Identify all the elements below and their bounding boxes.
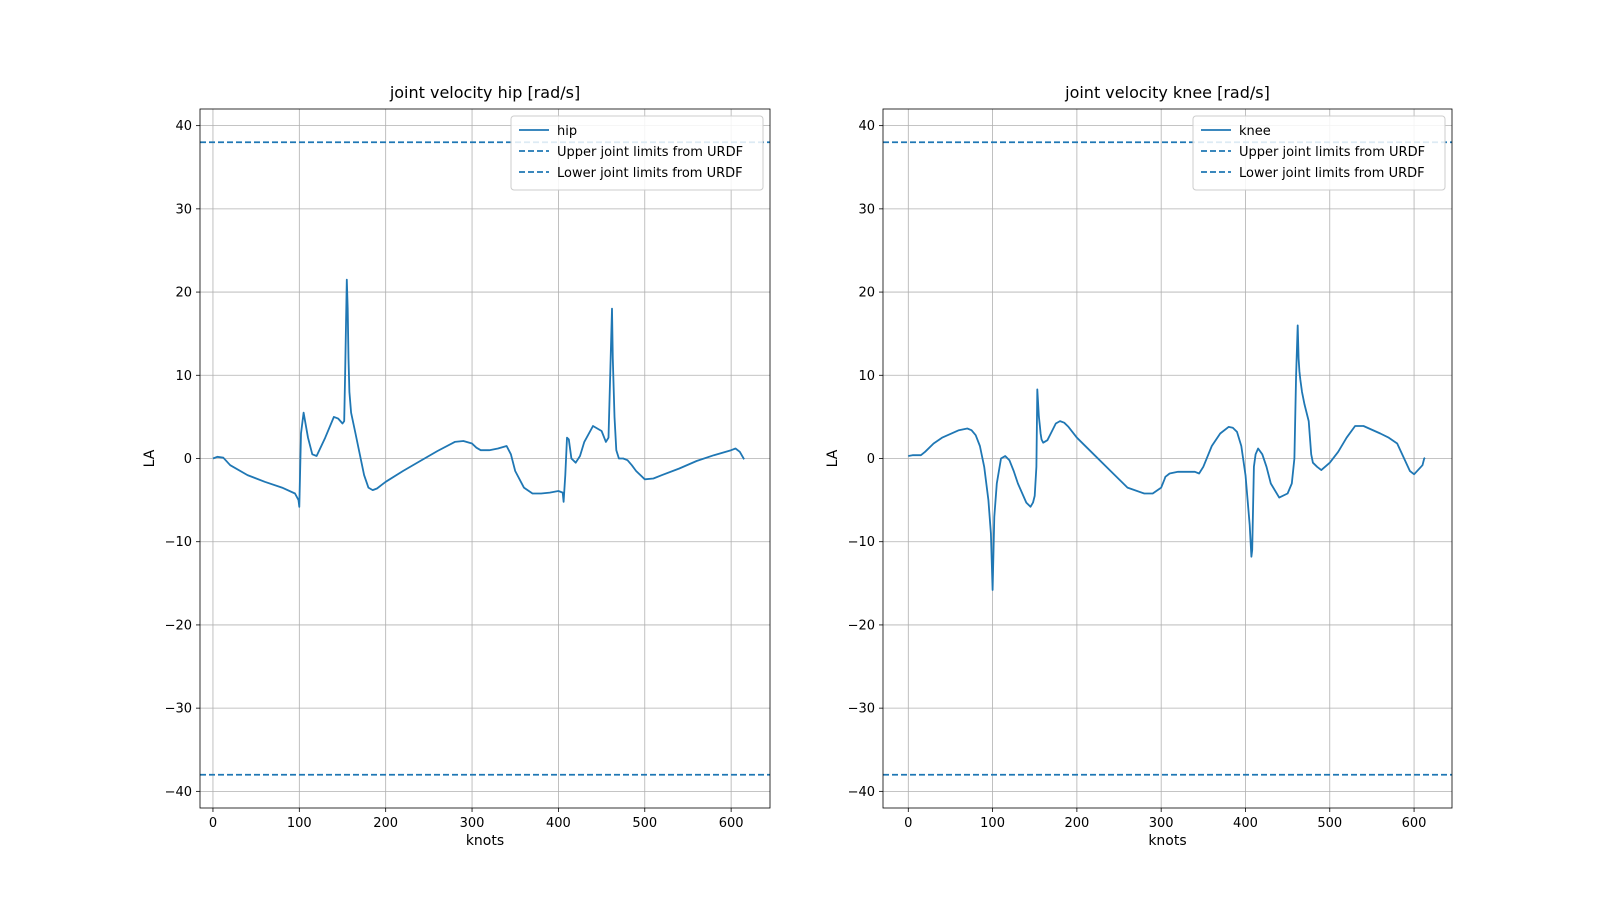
y-tick-label: 40 (175, 119, 192, 134)
chart-panel-1: 0 100 200 300 400 500 600 −40 −30 −20 −10 0 10 20 30 40… (142, 83, 771, 849)
y-tick-label: −10 (848, 535, 875, 550)
x-axis-label: knots (466, 833, 504, 849)
x-tick-label: 200 (1064, 816, 1089, 831)
chart-title: joint velocity hip [rad/s] (389, 83, 580, 102)
x-tick-label: 200 (373, 816, 398, 831)
chart-title: joint velocity knee [rad/s] (1064, 83, 1270, 102)
y-tick-label: −20 (165, 618, 192, 633)
x-tick-label: 300 (460, 816, 485, 831)
legend-label: hip (557, 124, 577, 139)
y-tick-label: 40 (858, 119, 875, 134)
y-tick-label: 10 (858, 369, 875, 384)
legend: hip Upper joint limits from URDF Lower joi… (510, 115, 764, 191)
x-tick-label: 600 (1402, 816, 1427, 831)
grid (200, 109, 770, 808)
legend-box (1192, 115, 1446, 191)
x-tick-label: 0 (904, 816, 912, 831)
y-tick-label: 30 (175, 202, 192, 217)
x-tick-label: 500 (632, 816, 657, 831)
y-tick-label: 0 (184, 452, 192, 467)
y-tick-label: 20 (175, 286, 192, 301)
grid (883, 109, 1452, 808)
legend: knee Upper joint limits from URDF Lower jo… (1192, 115, 1446, 191)
y-tick-label: −40 (165, 785, 192, 800)
series-line-hip (212, 278, 745, 508)
ticks: 0 100 200 300 400 500 600 −40 −30 −20 −10 0 10 20 30 40 (165, 119, 744, 831)
legend-label: knee (1239, 124, 1271, 139)
x-tick-label: 100 (980, 816, 1005, 831)
x-tick-label: 500 (1317, 816, 1342, 831)
y-axis-label: LA (825, 449, 841, 467)
y-tick-label: 0 (867, 452, 875, 467)
y-tick-label: 10 (175, 369, 192, 384)
legend-label: Lower joint limits from URDF (1239, 166, 1425, 181)
y-tick-label: −40 (848, 785, 875, 800)
x-axis-label: knots (1148, 833, 1186, 849)
y-tick-label: −30 (165, 702, 192, 717)
legend-label: Upper joint limits from URDF (557, 145, 743, 160)
x-tick-label: 0 (209, 816, 217, 831)
y-tick-label: −10 (165, 535, 192, 550)
y-tick-label: 20 (858, 286, 875, 301)
x-tick-label: 100 (287, 816, 312, 831)
axes-frame (199, 108, 771, 809)
axes-frame (882, 108, 1453, 809)
legend-label: Lower joint limits from URDF (557, 166, 743, 181)
chart-panel-2: 0 100 200 300 400 500 600 −40 −30 −20 −10 0 10 20 30 40… (825, 83, 1453, 849)
series-line-knee (908, 324, 1426, 591)
y-tick-label: −20 (848, 618, 875, 633)
legend-box (510, 115, 764, 191)
y-tick-label: 30 (858, 202, 875, 217)
x-tick-label: 600 (719, 816, 744, 831)
x-tick-label: 400 (546, 816, 571, 831)
y-axis-label: LA (142, 449, 158, 467)
ticks: 0 100 200 300 400 500 600 −40 −30 −20 −10 0 10 20 30 40 (848, 119, 1427, 831)
legend-label: Upper joint limits from URDF (1239, 145, 1425, 160)
series-group (883, 141, 1452, 776)
y-tick-label: −30 (848, 702, 875, 717)
x-tick-label: 300 (1149, 816, 1174, 831)
x-tick-label: 400 (1233, 816, 1258, 831)
series-group (200, 141, 770, 776)
